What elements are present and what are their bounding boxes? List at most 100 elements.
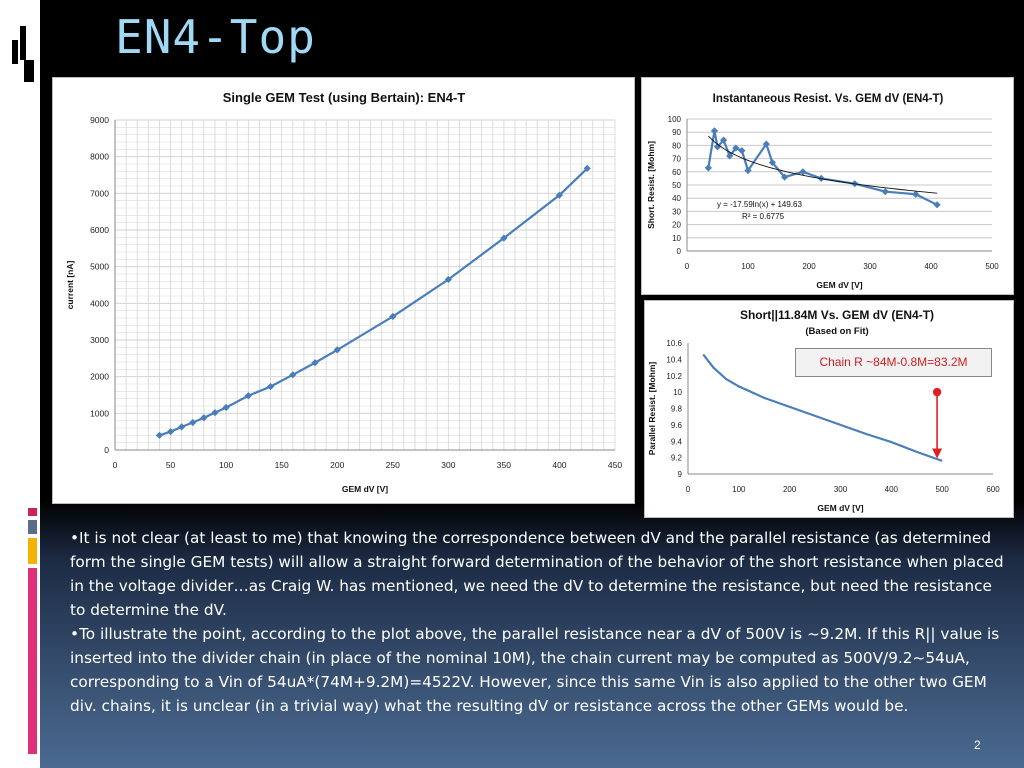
page-number: 2 [974,738,981,752]
y-tick-label: 9.6 [671,421,683,430]
y-axis-label: current [nA] [65,261,75,310]
data-point [732,144,740,152]
data-point [178,423,186,431]
body-text: •It is not clear (at least to me) that k… [70,526,1005,718]
x-tick-label: 400 [924,262,938,271]
data-point [333,346,341,354]
y-axis-label: Parallel Resist. [Mohm] [647,362,657,456]
x-tick-label: 200 [330,460,344,470]
x-tick-label: 450 [608,460,622,470]
x-tick-label: 0 [686,485,691,494]
y-tick-label: 80 [672,141,681,150]
x-tick-label: 500 [935,485,949,494]
data-point [444,275,452,284]
y-tick-label: 1000 [90,408,109,418]
chain-r-annotation: Chain R ~84M-0.8M=83.2M [795,348,992,377]
y-tick-label: 10.6 [666,339,682,348]
data-point [704,164,712,172]
x-tick-label: 400 [885,485,899,494]
corner-decoration [24,60,34,82]
y-tick-label: 90 [672,128,681,137]
chart-title: Short||11.84M Vs. GEM dV (EN4-T) [740,308,934,322]
trendline [708,135,938,194]
y-tick-label: 20 [672,221,681,230]
data-point [244,392,252,400]
data-point [933,201,941,209]
data-point [222,403,230,412]
y-axis-label: Short. Resist. [Mohm] [646,141,656,229]
data-point [799,168,807,176]
data-point [289,371,297,379]
y-tick-label: 8000 [90,152,109,162]
data-point [713,143,722,151]
y-tick-label: 7000 [90,188,109,198]
x-tick-label: 100 [219,460,233,470]
x-tick-label: 200 [802,262,816,271]
y-tick-label: 9.8 [671,405,683,414]
y-tick-label: 5000 [90,262,109,272]
x-axis-label: GEM dV [V] [816,280,862,290]
chart-parallel-resist: 0 100 200 300 400 500 600 9 9.2 9.4 9.6 9.8 10 10.2 10… [644,300,1014,518]
corner-decoration [12,40,18,64]
y-tick-label: 9.2 [671,454,683,463]
chart-parallel-resist-svg: 0 100 200 300 400 500 600 9 9.2 9.4 9.6 9.8 10 10.2 10… [647,308,1000,513]
annotation-point [932,387,942,397]
y-tick-label: 9000 [90,115,109,125]
y-tick-label: 10.4 [666,355,682,364]
x-tick-label: 400 [552,460,566,470]
y-tick-label: 0 [104,445,109,455]
data-point [744,166,752,175]
chart-current-vs-dv: 0 50 100 150 200 250 300 350 400 450 0 1000 2000 3000… [52,77,635,504]
bullet-2: •To illustrate the point, according to t… [70,625,1000,715]
data-point [200,414,208,422]
data-point [500,234,508,242]
chart-title: Single GEM Test (using Bertain): EN4-T [223,90,466,105]
x-axis-label: GEM dV [V] [817,503,863,513]
x-axis-label: GEM dV [V] [342,484,388,494]
y-tick-label: 70 [672,155,681,164]
series-line [159,167,588,437]
chart-short-resist: 0 100 200 300 400 500 0 10 20 30 40 50 60 70 80 90 100 In… [641,77,1014,295]
data-point [166,428,175,436]
data-point [266,382,275,391]
y-tick-label: 9 [678,470,683,479]
x-tick-label: 100 [741,262,755,271]
y-tick-label: 30 [672,207,681,216]
x-tick-label: 300 [863,262,877,271]
corner-decoration [5,12,31,16]
chart-short-resist-svg: 0 100 200 300 400 500 0 10 20 30 40 50 60 70 80 90 100 In… [646,93,999,290]
trendline-r2: R² = 0.6775 [742,212,785,221]
bullet-1: •It is not clear (at least to me) that k… [70,529,1004,619]
y-tick-label: 10.2 [666,372,682,381]
corner-decoration [20,26,26,60]
x-tick-label: 150 [275,460,289,470]
data-point [311,359,319,367]
accent-bar-gray [28,520,37,534]
accent-bar-yellow [28,538,37,564]
y-tick-label: 10 [672,234,681,243]
data-point [211,409,219,417]
data-point [710,127,719,135]
series-line [707,130,938,206]
x-tick-label: 300 [834,485,848,494]
chart-title: Instantaneous Resist. Vs. GEM dV (EN4-T) [713,93,944,105]
data-point [738,147,746,155]
y-tick-label: 100 [668,115,682,124]
chart-current-vs-dv-svg: 0 50 100 150 200 250 300 350 400 450 0 1000 2000 3000… [65,90,622,494]
y-tick-label: 4000 [90,298,109,308]
x-tick-label: 600 [986,485,1000,494]
data-point [389,312,397,321]
x-tick-label: 500 [985,262,999,271]
x-tick-label: 100 [732,485,746,494]
y-tick-label: 50 [672,181,681,190]
accent-bar-red [28,508,37,516]
x-tick-label: 300 [441,460,455,470]
y-tick-label: 10 [673,388,682,397]
data-point [155,431,164,439]
accent-bar-pink [28,568,37,754]
y-tick-label: 40 [672,194,681,203]
series-line [702,353,943,462]
slide-title: EN4-Top [115,10,316,64]
x-tick-label: 0 [685,262,690,271]
